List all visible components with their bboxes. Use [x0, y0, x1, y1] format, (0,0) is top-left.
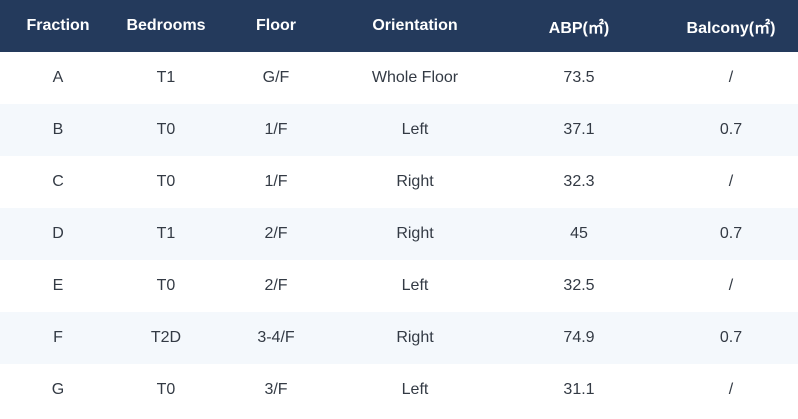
table-row: D T1 2/F Right 45 0.7 — [0, 208, 798, 260]
cell-orientation: Whole Floor — [336, 52, 494, 104]
cell-orientation: Right — [336, 208, 494, 260]
table-body: A T1 G/F Whole Floor 73.5 / B T0 1/F Lef… — [0, 52, 798, 416]
cell-fraction: E — [0, 260, 116, 312]
cell-bedrooms: T0 — [116, 260, 216, 312]
cell-balcony: / — [664, 260, 798, 312]
table-row: G T0 3/F Left 31.1 / — [0, 364, 798, 416]
header-bedrooms: Bedrooms — [116, 0, 216, 52]
cell-balcony: 0.7 — [664, 312, 798, 364]
cell-bedrooms: T0 — [116, 364, 216, 416]
cell-balcony: 0.7 — [664, 208, 798, 260]
cell-balcony: / — [664, 364, 798, 416]
header-fraction: Fraction — [0, 0, 116, 52]
table-row: E T0 2/F Left 32.5 / — [0, 260, 798, 312]
cell-floor: 3-4/F — [216, 312, 336, 364]
header-floor: Floor — [216, 0, 336, 52]
cell-abp: 32.5 — [494, 260, 664, 312]
cell-floor: 2/F — [216, 208, 336, 260]
cell-abp: 74.9 — [494, 312, 664, 364]
cell-bedrooms: T1 — [116, 208, 216, 260]
cell-bedrooms: T1 — [116, 52, 216, 104]
cell-orientation: Right — [336, 156, 494, 208]
cell-fraction: A — [0, 52, 116, 104]
cell-abp: 31.1 — [494, 364, 664, 416]
table-row: F T2D 3-4/F Right 74.9 0.7 — [0, 312, 798, 364]
header-abp: ABP(㎡) — [494, 0, 664, 52]
cell-balcony: / — [664, 52, 798, 104]
cell-fraction: F — [0, 312, 116, 364]
header-orientation: Orientation — [336, 0, 494, 52]
table-row: C T0 1/F Right 32.3 / — [0, 156, 798, 208]
header-row: Fraction Bedrooms Floor Orientation ABP(… — [0, 0, 798, 52]
cell-orientation: Left — [336, 260, 494, 312]
cell-bedrooms: T0 — [116, 156, 216, 208]
cell-floor: 1/F — [216, 156, 336, 208]
table-header: Fraction Bedrooms Floor Orientation ABP(… — [0, 0, 798, 52]
cell-orientation: Left — [336, 364, 494, 416]
cell-orientation: Right — [336, 312, 494, 364]
header-balcony: Balcony(㎡) — [664, 0, 798, 52]
cell-fraction: D — [0, 208, 116, 260]
cell-orientation: Left — [336, 104, 494, 156]
cell-abp: 73.5 — [494, 52, 664, 104]
cell-floor: 1/F — [216, 104, 336, 156]
cell-abp: 37.1 — [494, 104, 664, 156]
cell-bedrooms: T0 — [116, 104, 216, 156]
cell-abp: 32.3 — [494, 156, 664, 208]
cell-floor: G/F — [216, 52, 336, 104]
table-row: B T0 1/F Left 37.1 0.7 — [0, 104, 798, 156]
cell-abp: 45 — [494, 208, 664, 260]
cell-fraction: C — [0, 156, 116, 208]
cell-bedrooms: T2D — [116, 312, 216, 364]
cell-floor: 3/F — [216, 364, 336, 416]
cell-fraction: G — [0, 364, 116, 416]
table-row: A T1 G/F Whole Floor 73.5 / — [0, 52, 798, 104]
cell-balcony: / — [664, 156, 798, 208]
cell-fraction: B — [0, 104, 116, 156]
cell-floor: 2/F — [216, 260, 336, 312]
cell-balcony: 0.7 — [664, 104, 798, 156]
